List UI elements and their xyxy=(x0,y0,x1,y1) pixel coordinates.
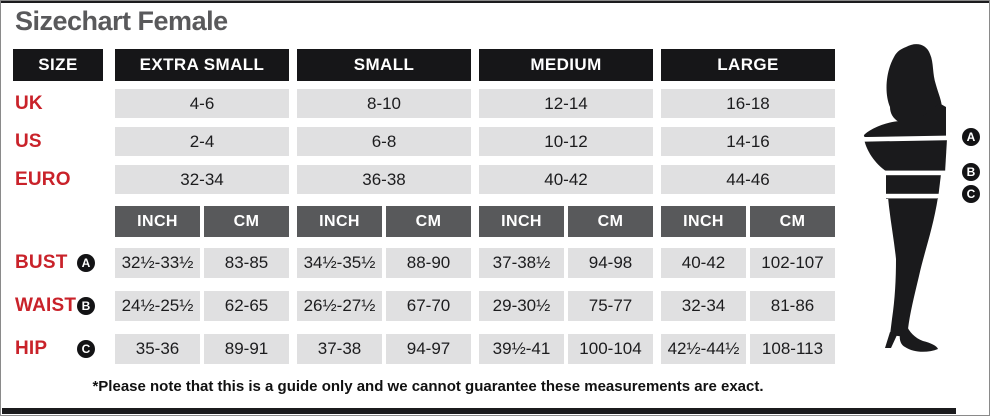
table-cell: 39½-41 xyxy=(479,334,564,364)
unit-header-inch: INCH xyxy=(115,206,200,237)
table-cell: 12-14 xyxy=(479,89,653,118)
table-cell: 6-8 xyxy=(297,127,471,156)
table-cell: 37-38½ xyxy=(479,248,564,278)
table-cell: 35-36 xyxy=(115,334,200,364)
top-border-line xyxy=(1,1,989,3)
table-cell: 108-113 xyxy=(750,334,835,364)
figure-waist-marker-badge: B xyxy=(962,163,980,181)
row-label-euro: EURO xyxy=(15,168,71,190)
figure-bust-marker-badge: A xyxy=(962,128,980,146)
female-silhouette-icon xyxy=(859,44,954,352)
waist-marker-badge: B xyxy=(77,297,95,315)
row-label-us: US xyxy=(15,130,42,152)
table-cell: 42½-44½ xyxy=(661,334,746,364)
page-title: Sizechart Female xyxy=(15,6,228,36)
row-label-hip: HIP xyxy=(15,338,48,359)
table-cell: 89-91 xyxy=(204,334,289,364)
table-cell: 75-77 xyxy=(568,291,653,321)
table-cell: 40-42 xyxy=(661,248,746,278)
table-cell: 29-30½ xyxy=(479,291,564,321)
unit-header-inch: INCH xyxy=(479,206,564,237)
column-header-large: LARGE xyxy=(661,49,835,81)
table-cell: 44-46 xyxy=(661,165,835,194)
table-cell: 40-42 xyxy=(479,165,653,194)
table-cell: 32½-33½ xyxy=(115,248,200,278)
row-label-bust: BUST xyxy=(15,252,68,273)
unit-header-cm: CM xyxy=(568,206,653,237)
unit-header-inch: INCH xyxy=(661,206,746,237)
table-cell: 81-86 xyxy=(750,291,835,321)
figure-hip-marker-badge: C xyxy=(962,185,980,203)
table-cell: 100-104 xyxy=(568,334,653,364)
disclaimer-note: *Please note that this is a guide only a… xyxy=(92,378,764,395)
table-cell: 88-90 xyxy=(386,248,471,278)
table-cell: 32-34 xyxy=(115,165,289,194)
bottom-bar xyxy=(2,408,956,414)
table-cell: 26½-27½ xyxy=(297,291,382,321)
table-cell: 94-97 xyxy=(386,334,471,364)
table-cell: 34½-35½ xyxy=(297,248,382,278)
row-label-waist: WAIST xyxy=(15,295,77,316)
table-cell: 8-10 xyxy=(297,89,471,118)
table-cell: 32-34 xyxy=(661,291,746,321)
table-cell: 16-18 xyxy=(661,89,835,118)
column-header-medium: MEDIUM xyxy=(479,49,653,81)
table-cell: 10-12 xyxy=(479,127,653,156)
unit-header-cm: CM xyxy=(386,206,471,237)
table-cell: 36-38 xyxy=(297,165,471,194)
column-header-small: SMALL xyxy=(297,49,471,81)
hip-marker-badge: C xyxy=(77,340,95,358)
unit-header-cm: CM xyxy=(750,206,835,237)
size-column-header: SIZE xyxy=(13,49,103,81)
table-cell: 94-98 xyxy=(568,248,653,278)
unit-header-inch: INCH xyxy=(297,206,382,237)
bust-marker-badge: A xyxy=(77,254,95,272)
table-cell: 2-4 xyxy=(115,127,289,156)
table-cell: 4-6 xyxy=(115,89,289,118)
table-cell: 102-107 xyxy=(750,248,835,278)
table-cell: 24½-25½ xyxy=(115,291,200,321)
table-cell: 62-65 xyxy=(204,291,289,321)
table-cell: 83-85 xyxy=(204,248,289,278)
table-cell: 14-16 xyxy=(661,127,835,156)
table-cell: 67-70 xyxy=(386,291,471,321)
table-cell: 37-38 xyxy=(297,334,382,364)
unit-header-cm: CM xyxy=(204,206,289,237)
row-label-uk: UK xyxy=(15,92,43,114)
column-header-extra-small: EXTRA SMALL xyxy=(115,49,289,81)
